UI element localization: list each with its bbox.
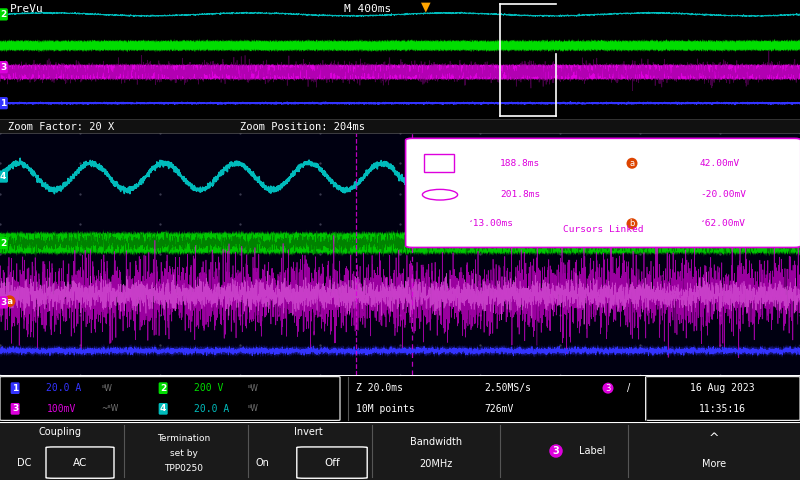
Text: 20MHz: 20MHz (419, 459, 453, 469)
Text: 3: 3 (12, 404, 18, 413)
Text: 1: 1 (0, 99, 6, 108)
Text: AC: AC (73, 457, 87, 468)
Text: 2: 2 (0, 239, 6, 248)
Text: ᴮW: ᴮW (248, 384, 259, 393)
Text: ᴮW: ᴮW (248, 404, 259, 413)
Text: ̒62.00mV: ̒62.00mV (700, 219, 746, 228)
Text: M 400ms: M 400ms (344, 4, 392, 13)
Text: 1: 1 (12, 384, 18, 393)
Text: ▼: ▼ (421, 0, 430, 13)
FancyBboxPatch shape (646, 377, 800, 420)
Text: Coupling: Coupling (38, 428, 82, 437)
Text: Zoom Position: 204ms: Zoom Position: 204ms (240, 121, 365, 132)
Text: 188.8ms: 188.8ms (500, 159, 540, 168)
Text: DC: DC (17, 457, 31, 468)
Text: 2.50MS/s: 2.50MS/s (484, 383, 531, 393)
Text: 200 V: 200 V (194, 383, 224, 393)
Text: 20.0 A: 20.0 A (46, 383, 82, 393)
Text: b: b (630, 219, 634, 228)
Text: 42.00mV: 42.00mV (700, 159, 740, 168)
Text: 4: 4 (0, 172, 6, 181)
Text: 3: 3 (553, 446, 559, 456)
Text: Trigger Frequency: < 10 Hz: Trigger Frequency: < 10 Hz (356, 424, 493, 433)
Text: set by: set by (170, 449, 198, 458)
FancyBboxPatch shape (406, 138, 800, 248)
Text: ̒13.00ms: ̒13.00ms (468, 219, 514, 228)
Text: 3: 3 (0, 298, 6, 307)
Text: Zoom Factor: 20 X: Zoom Factor: 20 X (8, 121, 114, 132)
Text: /: / (627, 383, 630, 393)
Text: 100mV: 100mV (46, 404, 76, 414)
Text: 726mV: 726mV (484, 404, 514, 414)
Text: 3: 3 (606, 384, 610, 393)
Text: On: On (255, 457, 270, 468)
Text: a: a (6, 297, 13, 306)
Text: Off: Off (324, 457, 340, 468)
FancyBboxPatch shape (0, 377, 340, 420)
FancyBboxPatch shape (297, 447, 367, 478)
Text: 10M points: 10M points (356, 404, 414, 414)
Text: 2: 2 (160, 384, 166, 393)
Text: 4: 4 (160, 404, 166, 413)
Text: 2: 2 (0, 10, 6, 19)
Text: Cursors Linked: Cursors Linked (563, 225, 643, 234)
Text: Z 20.0ms: Z 20.0ms (356, 383, 403, 393)
Text: ~ᴮW: ~ᴮW (102, 404, 119, 413)
Text: ᴮW: ᴮW (102, 384, 113, 393)
Text: 11:35:16: 11:35:16 (699, 404, 746, 414)
Text: 20.0 A: 20.0 A (194, 404, 230, 414)
Text: Label: Label (578, 446, 606, 456)
Text: 3: 3 (0, 63, 6, 72)
Text: Invert: Invert (294, 428, 322, 437)
Text: -20.00mV: -20.00mV (700, 190, 746, 199)
Text: More: More (702, 459, 726, 469)
Text: Bandwidth: Bandwidth (410, 437, 462, 447)
Text: 201.8ms: 201.8ms (500, 190, 540, 199)
Text: TPP0250: TPP0250 (165, 464, 203, 473)
Text: ^: ^ (708, 432, 719, 445)
Text: a: a (630, 159, 634, 168)
Text: Termination: Termination (158, 434, 210, 443)
Text: PreVu: PreVu (10, 4, 43, 13)
FancyBboxPatch shape (46, 447, 114, 478)
Text: 16 Aug 2023: 16 Aug 2023 (690, 383, 754, 393)
Bar (424, 154, 454, 172)
